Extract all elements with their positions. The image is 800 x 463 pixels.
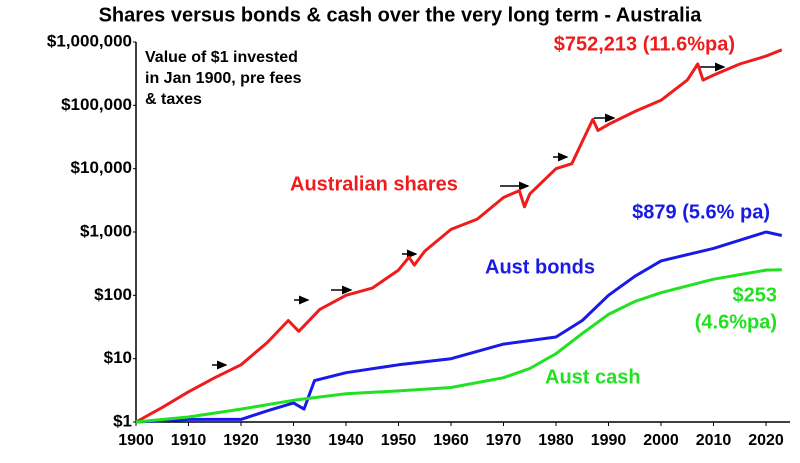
note: in Jan 1900, pre fees: [145, 70, 302, 87]
y-tick-label: $10,000: [71, 158, 132, 177]
x-tick-label: 1970: [486, 432, 522, 449]
series-label: Aust bonds: [485, 256, 595, 278]
series-line: [135, 48, 783, 424]
end-label: (4.6%pa): [695, 311, 777, 333]
series-label: Aust cash: [545, 366, 641, 388]
y-tick-label: $1: [113, 411, 132, 430]
end-label: $879 (5.6% pa): [632, 201, 770, 223]
x-tick-label: 2010: [696, 432, 732, 449]
x-tick-label: 1920: [223, 432, 259, 449]
x-tick-label: 1940: [328, 432, 364, 449]
x-tick-label: 1980: [538, 432, 574, 449]
y-tick-label: $10: [104, 348, 132, 367]
y-tick-label: $100: [94, 285, 132, 304]
x-tick-label: 1930: [276, 432, 312, 449]
x-tick-label: 2000: [643, 432, 679, 449]
note: Value of $1 invested: [145, 49, 298, 66]
x-tick-label: 1960: [433, 432, 469, 449]
chart-title: Shares versus bonds & cash over the very…: [99, 4, 703, 26]
x-tick-label: 1990: [591, 432, 627, 449]
series-line: [135, 268, 782, 424]
x-tick-label: 2020: [748, 432, 784, 449]
series-label: Australian shares: [290, 173, 458, 195]
arrows: [212, 62, 726, 370]
x-tick-label: 1900: [118, 432, 154, 449]
y-tick-label: $1,000: [80, 221, 132, 240]
x-tick-label: 1910: [171, 432, 207, 449]
x-tick-label: 1950: [381, 432, 417, 449]
y-tick-label: $100,000: [61, 95, 132, 114]
series-line: [135, 230, 783, 424]
end-label: $752,213 (11.6%pa): [554, 33, 735, 55]
y-tick-label: $1,000,000: [47, 31, 132, 50]
end-label: $253: [733, 284, 778, 306]
note: & taxes: [145, 91, 202, 108]
